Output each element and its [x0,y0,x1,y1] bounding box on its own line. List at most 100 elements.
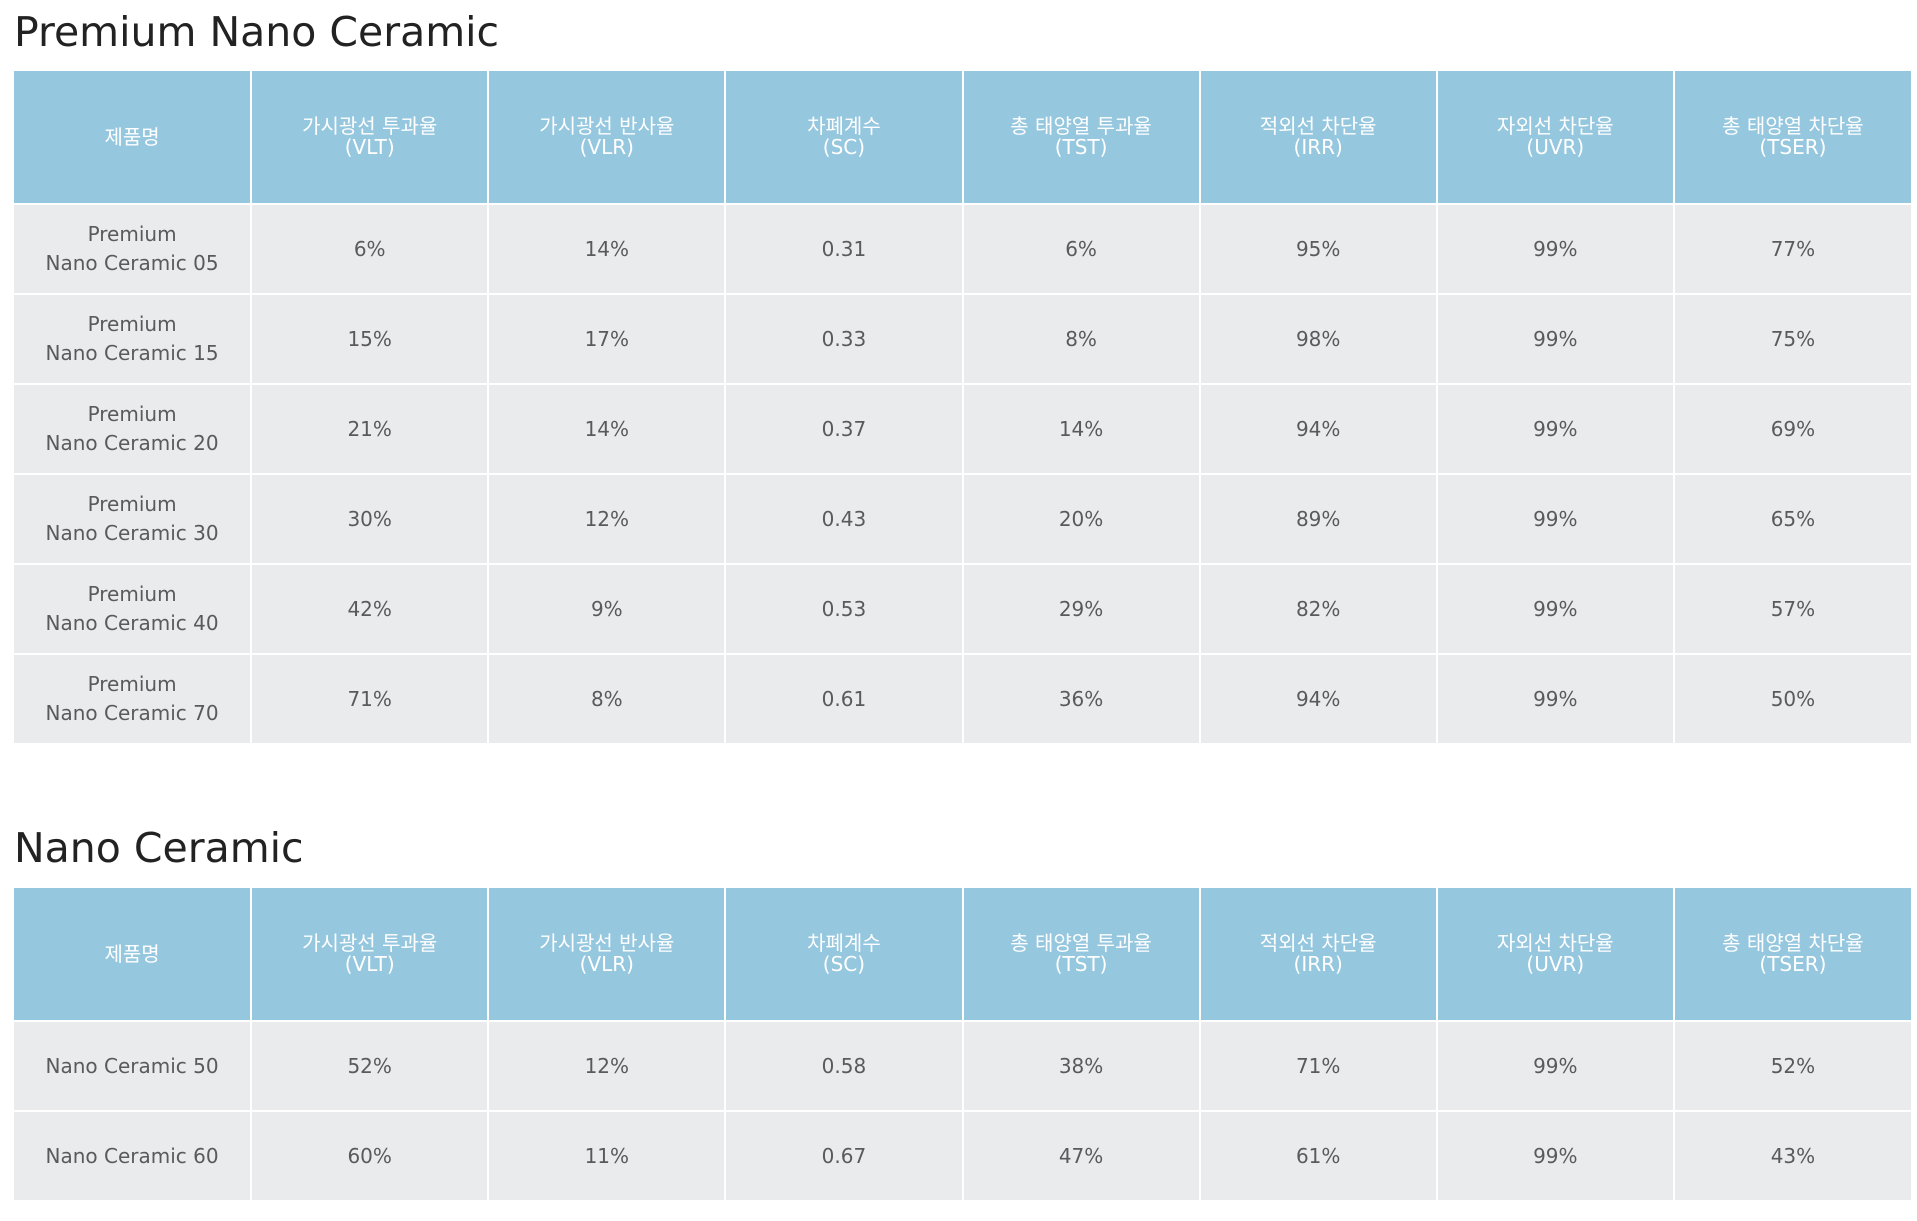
column-header-uvr: 자외선 차단율 (UVR) [1435,888,1675,1022]
column-header-label: 적외선 차단율 [1259,114,1377,138]
column-header-tser: 총 태양열 차단율 (TSER) [1672,71,1911,205]
value-cell-sc: 0.43 [724,473,964,565]
value-cell-vlr: 12% [487,473,727,565]
header-row: 제품명 가시광선 투과율 (VLT) 가시광선 반사율 (VLR) 차폐계수 (SC) 총 태… [14,71,1911,205]
value-cell-tser: 77% [1672,203,1911,295]
value-cell-tser: 43% [1672,1110,1911,1200]
value-cell-sc: 0.61 [724,653,964,743]
table-row: Premium Nano Ceramic 70 71% 8% 0.61 36% 94% 99%… [14,653,1911,743]
value-cell-irr: 82% [1198,563,1438,655]
value-cell-uvr: 99% [1435,563,1675,655]
value-cell-uvr: 99% [1435,1020,1675,1112]
column-header-abbr: (VLR) [579,135,634,159]
column-header-abbr: (TST) [1054,952,1108,976]
value-cell-irr: 95% [1198,203,1438,295]
value-cell-uvr: 99% [1435,383,1675,475]
value-cell-vlt: 52% [250,1020,490,1112]
value-cell-vlt: 30% [250,473,490,565]
column-header-product-name: 제품명 [14,888,253,1022]
product-name-line: Nano Ceramic 50 [45,1053,219,1078]
table-row: Nano Ceramic 60 60% 11% 0.67 47% 61% 99% 43% [14,1110,1911,1200]
value-cell-tst: 20% [961,473,1201,565]
value-cell-vlt: 60% [250,1110,490,1200]
value-cell-vlr: 9% [487,563,727,655]
column-header-label: 자외선 차단율 [1496,114,1614,138]
product-name-line: Nano Ceramic 05 [45,251,219,275]
table-row: Premium Nano Ceramic 40 42% 9% 0.53 29% 82% 99%… [14,563,1911,655]
column-header-tst: 총 태양열 투과율 (TST) [961,71,1201,205]
column-header-irr: 적외선 차단율 (IRR) [1198,71,1438,205]
column-header-abbr: (SC) [822,135,866,159]
value-cell-tser: 75% [1672,293,1911,385]
column-header-uvr: 자외선 차단율 (UVR) [1435,71,1675,205]
value-cell-sc: 0.53 [724,563,964,655]
product-name-line: Nano Ceramic 60 [45,1143,219,1168]
value-cell-vlr: 8% [487,653,727,743]
column-header-abbr: (IRR) [1293,952,1343,976]
column-header-tst: 총 태양열 투과율 (TST) [961,888,1201,1022]
product-name-line: Premium [87,582,177,606]
product-name-line: Nano Ceramic 20 [45,431,219,455]
value-cell-tst: 47% [961,1110,1201,1200]
value-cell-uvr: 99% [1435,203,1675,295]
value-cell-vlt: 6% [250,203,490,295]
column-header-abbr: (TSER) [1759,135,1827,159]
product-name-line: Premium [87,312,177,336]
value-cell-tst: 38% [961,1020,1201,1112]
product-name-cell: Premium Nano Ceramic 40 [14,563,253,655]
column-header-label: 자외선 차단율 [1496,931,1614,955]
product-name-line: Nano Ceramic 15 [45,341,219,365]
product-name-cell: Nano Ceramic 50 [14,1020,253,1112]
column-header-sc: 차폐계수 (SC) [724,71,964,205]
spec-table-premium-nano-ceramic: 제품명 가시광선 투과율 (VLT) 가시광선 반사율 (VLR) 차폐계수 (SC) 총 태… [14,71,1911,743]
value-cell-vlr: 14% [487,203,727,295]
column-header-label: 가시광선 반사율 [539,931,675,955]
value-cell-uvr: 99% [1435,653,1675,743]
value-cell-tst: 29% [961,563,1201,655]
column-header-label: 총 태양열 차단율 [1722,931,1864,955]
column-header-irr: 적외선 차단율 (IRR) [1198,888,1438,1022]
value-cell-sc: 0.33 [724,293,964,385]
value-cell-tst: 8% [961,293,1201,385]
value-cell-tser: 65% [1672,473,1911,565]
value-cell-vlt: 71% [250,653,490,743]
product-name-line: Premium [87,402,177,426]
column-header-abbr: (UVR) [1526,952,1585,976]
section-title-nano-ceramic: Nano Ceramic [14,824,304,872]
value-cell-sc: 0.58 [724,1020,964,1112]
column-header-abbr: (VLT) [344,135,395,159]
value-cell-vlt: 21% [250,383,490,475]
value-cell-tser: 50% [1672,653,1911,743]
column-header-label: 가시광선 투과율 [302,114,438,138]
column-header-label: 제품명 [104,124,160,149]
column-header-vlt: 가시광선 투과율 (VLT) [250,888,490,1022]
column-header-abbr: (TSER) [1759,952,1827,976]
product-name-cell: Premium Nano Ceramic 30 [14,473,253,565]
value-cell-irr: 89% [1198,473,1438,565]
column-header-label: 총 태양열 투과율 [1010,114,1152,138]
column-header-tser: 총 태양열 차단율 (TSER) [1672,888,1911,1022]
value-cell-uvr: 99% [1435,293,1675,385]
table-row: Premium Nano Ceramic 30 30% 12% 0.43 20% 89% 99… [14,473,1911,565]
value-cell-irr: 71% [1198,1020,1438,1112]
column-header-label: 제품명 [104,941,160,966]
value-cell-irr: 94% [1198,653,1438,743]
table-row: Premium Nano Ceramic 05 6% 14% 0.31 6% 95% 99% 7… [14,203,1911,295]
value-cell-vlt: 42% [250,563,490,655]
table-row: Premium Nano Ceramic 15 15% 17% 0.33 8% 98% 99%… [14,293,1911,385]
product-name-line: Nano Ceramic 40 [45,611,219,635]
column-header-label: 차폐계수 [807,114,881,138]
value-cell-tser: 57% [1672,563,1911,655]
column-header-vlt: 가시광선 투과율 (VLT) [250,71,490,205]
product-name-cell: Premium Nano Ceramic 70 [14,653,253,743]
value-cell-uvr: 99% [1435,473,1675,565]
value-cell-vlr: 12% [487,1020,727,1112]
section-title-premium-nano-ceramic: Premium Nano Ceramic [14,8,500,56]
column-header-label: 총 태양열 투과율 [1010,931,1152,955]
column-header-abbr: (VLR) [579,952,634,976]
value-cell-tst: 6% [961,203,1201,295]
value-cell-uvr: 99% [1435,1110,1675,1200]
product-name-cell: Premium Nano Ceramic 05 [14,203,253,295]
product-name-line: Premium [87,222,177,246]
value-cell-tser: 52% [1672,1020,1911,1112]
